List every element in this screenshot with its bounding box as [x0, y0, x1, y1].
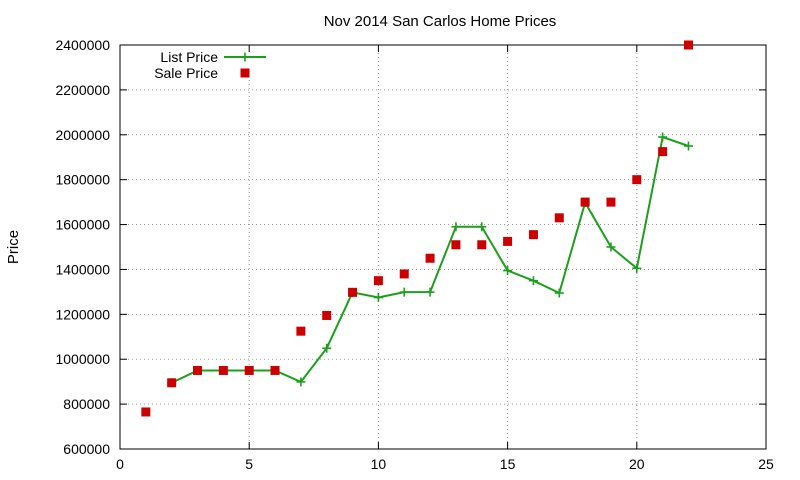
sale-price-point — [606, 197, 616, 207]
x-tick-label: 15 — [500, 456, 516, 472]
y-tick-label: 1800000 — [55, 172, 110, 188]
list-price-point — [554, 288, 564, 298]
x-tick-label: 0 — [116, 456, 124, 472]
list-price-point — [658, 132, 668, 142]
sale-price-point — [167, 378, 177, 388]
sale-price-point — [477, 240, 487, 250]
sale-price-point — [425, 253, 435, 263]
sale-price-point — [632, 175, 642, 185]
tick-labels: 0 5 10 15 20 25 600000 800000 1000000 1200000 1400… — [55, 37, 774, 472]
x-tick-label: 10 — [371, 456, 387, 472]
list-price-point — [296, 377, 306, 387]
axes — [119, 44, 767, 450]
x-tick-label: 5 — [245, 456, 253, 472]
list-price-point — [503, 266, 513, 276]
sale-price-point — [503, 236, 513, 246]
list-price-point — [632, 263, 642, 273]
list-price-point — [528, 276, 538, 286]
plot-frame — [119, 44, 767, 450]
sale-price-point — [373, 276, 383, 286]
sale-price-point — [451, 240, 461, 250]
y-tick-label: 2000000 — [55, 127, 110, 143]
sale-price-point — [244, 365, 254, 375]
sale-price-point — [141, 407, 151, 417]
grid-lines — [120, 45, 766, 449]
list-price-point — [451, 222, 461, 232]
series-sale-price — [141, 40, 693, 417]
legend-label: List Price — [160, 49, 218, 65]
legend-label: Sale Price — [154, 65, 218, 81]
legend-marker — [240, 68, 250, 78]
sale-price-point — [270, 365, 280, 375]
y-tick-label: 2400000 — [55, 37, 110, 53]
legend-marker — [240, 52, 250, 62]
y-tick-label: 1200000 — [55, 306, 110, 322]
sale-price-point — [399, 269, 409, 279]
sale-price-point — [296, 326, 306, 336]
sale-price-point — [554, 213, 564, 223]
list-price-point — [425, 287, 435, 297]
y-tick-label: 1600000 — [55, 217, 110, 233]
chart-title: Nov 2014 San Carlos Home Prices — [324, 13, 557, 30]
list-price-point — [322, 343, 332, 353]
y-axis-label: Price — [5, 230, 22, 264]
y-tick-label: 800000 — [63, 396, 110, 412]
series-layer — [141, 40, 693, 417]
sale-price-point — [193, 365, 203, 375]
sale-price-point — [218, 365, 228, 375]
y-tick-label: 1000000 — [55, 351, 110, 367]
sale-price-point — [580, 197, 590, 207]
y-tick-label: 2200000 — [55, 82, 110, 98]
sale-price-point — [348, 287, 358, 297]
sale-price-point — [528, 230, 538, 240]
list-price-point — [683, 141, 693, 151]
list-price-point — [477, 222, 487, 232]
list-price-point — [373, 293, 383, 302]
list-price-point — [399, 287, 409, 297]
sale-price-point — [683, 40, 693, 50]
x-tick-label: 20 — [629, 456, 645, 472]
x-tick-label: 25 — [758, 456, 774, 472]
list-price-point — [606, 242, 616, 252]
y-tick-label: 1400000 — [55, 261, 110, 277]
y-tick-label: 600000 — [63, 441, 110, 457]
sale-price-point — [658, 147, 668, 157]
sale-price-point — [322, 310, 332, 320]
